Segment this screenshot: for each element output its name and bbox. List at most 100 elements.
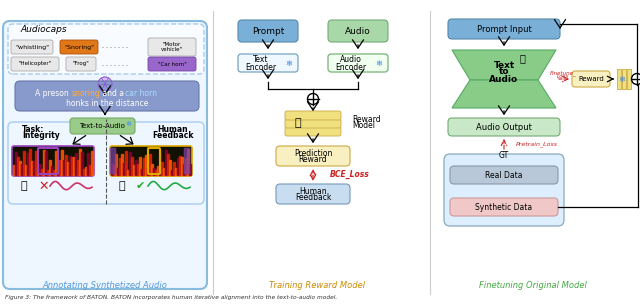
Polygon shape <box>452 50 556 80</box>
Text: Human: Human <box>157 125 188 133</box>
Bar <box>67 162 69 175</box>
Bar <box>123 163 125 175</box>
Text: ❄: ❄ <box>376 58 383 67</box>
Bar <box>617 69 621 89</box>
Bar <box>151 164 153 175</box>
Bar <box>59 160 61 175</box>
FancyBboxPatch shape <box>148 38 196 56</box>
Bar <box>189 164 191 175</box>
Text: 👤: 👤 <box>20 181 28 191</box>
Bar <box>131 157 133 175</box>
Circle shape <box>307 94 319 105</box>
Bar <box>121 154 123 175</box>
FancyBboxPatch shape <box>238 54 298 72</box>
FancyBboxPatch shape <box>448 19 560 39</box>
Bar <box>57 171 59 175</box>
Bar <box>117 168 119 175</box>
Text: "whistling": "whistling" <box>15 44 49 50</box>
Bar <box>65 155 67 175</box>
Bar <box>61 150 63 175</box>
Polygon shape <box>452 80 556 108</box>
Text: Human: Human <box>299 186 327 195</box>
Bar <box>149 154 151 175</box>
Bar <box>165 150 167 175</box>
Bar <box>23 151 25 175</box>
Text: Reward: Reward <box>352 116 381 125</box>
FancyBboxPatch shape <box>3 21 207 289</box>
Text: Reward: Reward <box>578 76 604 82</box>
Text: Model: Model <box>352 122 375 130</box>
FancyBboxPatch shape <box>328 54 388 72</box>
Bar <box>33 161 35 175</box>
Text: Loss: Loss <box>557 74 569 80</box>
Text: GT: GT <box>499 151 509 161</box>
Bar <box>89 165 91 175</box>
FancyBboxPatch shape <box>66 57 96 71</box>
Text: . . . . . . .: . . . . . . . <box>102 44 128 50</box>
Bar <box>73 157 75 175</box>
FancyBboxPatch shape <box>12 146 94 176</box>
FancyBboxPatch shape <box>276 146 350 166</box>
Text: Text: Text <box>253 56 269 64</box>
Bar <box>187 149 189 175</box>
Bar <box>157 166 159 175</box>
Bar <box>133 165 135 175</box>
Text: A preson: A preson <box>35 88 71 98</box>
Bar <box>135 160 137 175</box>
Bar <box>31 161 33 175</box>
Text: Integrity: Integrity <box>22 132 60 140</box>
Bar <box>129 152 131 175</box>
Bar <box>29 149 31 175</box>
Text: ✔: ✔ <box>135 181 145 191</box>
Bar <box>153 168 155 175</box>
FancyBboxPatch shape <box>60 40 98 54</box>
Bar <box>39 164 41 175</box>
Bar <box>185 158 187 175</box>
Bar <box>71 157 73 175</box>
Bar <box>119 158 121 175</box>
Text: "Snoring": "Snoring" <box>64 44 94 50</box>
Bar <box>77 160 79 175</box>
Bar <box>167 154 169 175</box>
Text: 🔥: 🔥 <box>519 53 525 63</box>
Bar <box>27 153 29 175</box>
Bar <box>141 169 143 175</box>
Bar <box>81 152 83 175</box>
Bar <box>79 149 81 175</box>
Bar <box>37 168 39 175</box>
FancyBboxPatch shape <box>148 57 196 71</box>
Text: Feedback: Feedback <box>295 194 331 202</box>
FancyBboxPatch shape <box>276 184 350 204</box>
Text: Text: Text <box>493 60 515 70</box>
Bar <box>51 166 52 175</box>
Bar <box>75 153 77 175</box>
FancyBboxPatch shape <box>285 127 341 136</box>
Bar <box>155 170 157 175</box>
FancyBboxPatch shape <box>11 57 59 71</box>
Text: Audio Output: Audio Output <box>476 123 532 132</box>
Text: Figure 3: The framework of BATON. BATON incorporates human iterative alignment i: Figure 3: The framework of BATON. BATON … <box>5 295 337 300</box>
Bar <box>145 155 147 175</box>
Bar <box>43 150 45 175</box>
Text: BCE_Loss: BCE_Loss <box>330 169 370 178</box>
Bar <box>171 170 173 175</box>
Circle shape <box>632 74 640 85</box>
Text: to: to <box>499 67 509 77</box>
Text: Prompt: Prompt <box>252 26 284 36</box>
Bar <box>15 152 17 175</box>
FancyBboxPatch shape <box>70 118 135 134</box>
Bar <box>19 161 20 175</box>
Bar <box>183 164 185 175</box>
Bar <box>143 158 145 175</box>
Bar <box>35 151 36 175</box>
Bar <box>163 168 165 175</box>
Bar <box>175 168 177 175</box>
FancyBboxPatch shape <box>238 20 298 42</box>
Bar <box>139 157 141 175</box>
Bar <box>161 162 163 175</box>
FancyBboxPatch shape <box>450 198 558 216</box>
Bar <box>47 170 49 175</box>
Text: ✕: ✕ <box>39 179 49 192</box>
Text: 👤: 👤 <box>118 181 125 191</box>
Bar <box>177 158 179 175</box>
